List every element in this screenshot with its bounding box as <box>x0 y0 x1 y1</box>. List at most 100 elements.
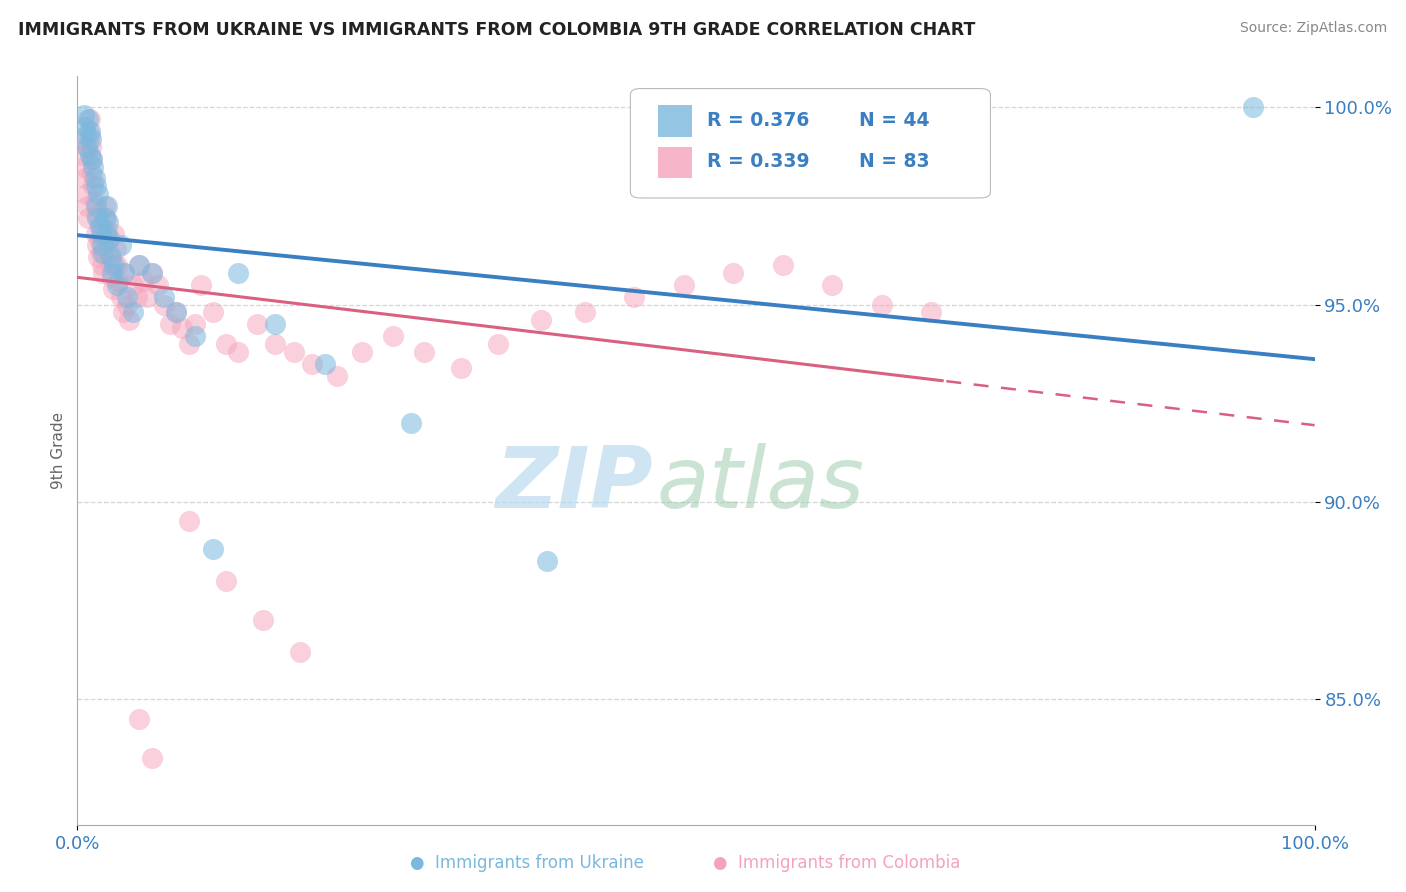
Point <box>870 297 893 311</box>
FancyBboxPatch shape <box>630 88 990 198</box>
Point <box>101 269 124 284</box>
Point <box>165 305 187 319</box>
Point <box>76 140 98 154</box>
Point <box>90 246 112 260</box>
Point <box>112 305 135 319</box>
Point <box>93 211 115 225</box>
Point <box>122 305 145 319</box>
Point <box>623 290 645 304</box>
Point <box>112 266 135 280</box>
Point <box>86 211 108 225</box>
Point <box>135 290 157 304</box>
Point <box>105 277 128 292</box>
Point <box>105 258 128 272</box>
Point <box>79 124 101 138</box>
Text: ●  Immigrants from Colombia: ● Immigrants from Colombia <box>713 855 960 872</box>
Point <box>84 207 107 221</box>
Text: ZIP: ZIP <box>495 442 652 525</box>
Point <box>90 227 112 241</box>
Point <box>141 751 163 765</box>
Point <box>77 211 100 225</box>
Point <box>264 337 287 351</box>
Point <box>132 274 155 288</box>
Point <box>75 140 97 154</box>
Point <box>94 227 117 241</box>
Point <box>96 199 118 213</box>
Point <box>98 246 121 260</box>
Point <box>73 171 96 186</box>
Text: Source: ZipAtlas.com: Source: ZipAtlas.com <box>1240 21 1388 36</box>
Point <box>96 222 118 236</box>
Point <box>226 344 249 359</box>
Y-axis label: 9th Grade: 9th Grade <box>51 412 66 489</box>
Point <box>177 337 200 351</box>
Point <box>79 147 101 161</box>
Text: R = 0.339: R = 0.339 <box>707 153 810 171</box>
Point <box>97 235 120 249</box>
Point <box>326 368 349 383</box>
Point <box>172 321 194 335</box>
Point <box>314 357 336 371</box>
Point <box>91 258 114 272</box>
Point <box>350 344 373 359</box>
FancyBboxPatch shape <box>658 105 692 136</box>
Point <box>93 199 115 213</box>
Point <box>82 152 104 166</box>
Point <box>821 277 844 292</box>
Point <box>1241 100 1264 114</box>
Point <box>772 258 794 272</box>
Text: N = 44: N = 44 <box>859 112 929 130</box>
Point <box>141 266 163 280</box>
Point <box>110 238 132 252</box>
Point <box>146 277 169 292</box>
Point <box>536 554 558 568</box>
Point <box>110 290 132 304</box>
Point <box>75 128 97 142</box>
Point <box>165 305 187 319</box>
Point <box>80 140 103 154</box>
Point <box>112 266 135 280</box>
Point <box>122 277 145 292</box>
Point <box>153 290 176 304</box>
Point <box>118 313 141 327</box>
Point <box>84 179 107 194</box>
Point <box>70 132 93 146</box>
Point <box>115 290 138 304</box>
Point <box>128 712 150 726</box>
FancyBboxPatch shape <box>658 147 692 178</box>
Point <box>73 120 96 134</box>
Point <box>83 171 105 186</box>
Point <box>128 258 150 272</box>
Point <box>215 574 238 588</box>
Point <box>84 227 107 241</box>
Point <box>103 227 125 241</box>
Point <box>98 230 121 244</box>
Text: ●  Immigrants from Ukraine: ● Immigrants from Ukraine <box>411 855 644 872</box>
Point <box>75 187 97 202</box>
Point <box>153 297 176 311</box>
Point <box>103 258 125 272</box>
Point <box>91 266 114 280</box>
Point <box>202 305 225 319</box>
Point <box>486 337 509 351</box>
Point <box>72 147 94 161</box>
Point <box>101 266 124 280</box>
Text: N = 83: N = 83 <box>859 153 929 171</box>
Point <box>177 515 200 529</box>
Point <box>100 250 122 264</box>
Point <box>91 246 114 260</box>
Point <box>77 112 100 127</box>
Point <box>190 277 212 292</box>
Point <box>104 243 127 257</box>
Point <box>246 318 269 332</box>
Point <box>252 613 274 627</box>
Point <box>89 219 111 233</box>
Text: atlas: atlas <box>657 442 865 525</box>
Point <box>141 266 163 280</box>
Point <box>91 238 114 252</box>
Point <box>86 238 108 252</box>
Point <box>381 329 404 343</box>
Point <box>574 305 596 319</box>
Point <box>87 187 110 202</box>
Point <box>83 194 105 209</box>
